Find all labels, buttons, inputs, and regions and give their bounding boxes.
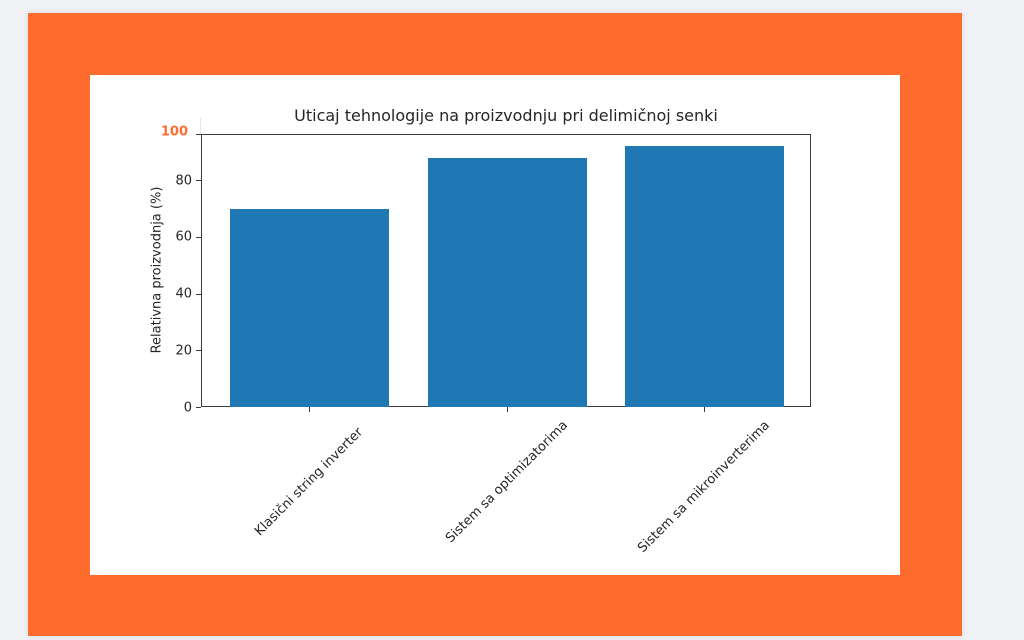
y-tick-top xyxy=(196,134,201,135)
y-tick xyxy=(196,293,201,295)
y-tick-label: 40 xyxy=(175,286,192,302)
y-tick xyxy=(196,407,201,408)
chart-title: Uticaj tehnologije na proizvodnju pri de… xyxy=(294,106,718,125)
bar xyxy=(624,146,784,407)
y-tick-label: 20 xyxy=(175,343,192,359)
bar xyxy=(229,208,389,407)
y-tick-label: 80 xyxy=(175,173,192,189)
y-tick-label-highlight: 100 xyxy=(160,124,188,140)
x-tick xyxy=(309,407,310,412)
y-axis-extension xyxy=(200,118,201,134)
x-tick xyxy=(704,407,705,412)
y-axis-label: Relativna proizvodnja (%) xyxy=(149,186,165,354)
bar xyxy=(427,157,587,407)
y-tick-label: 0 xyxy=(183,400,192,415)
x-tick xyxy=(507,407,508,412)
y-tick xyxy=(196,350,201,352)
y-tick xyxy=(196,180,201,182)
y-tick-label: 60 xyxy=(175,229,192,245)
y-tick xyxy=(196,236,201,238)
